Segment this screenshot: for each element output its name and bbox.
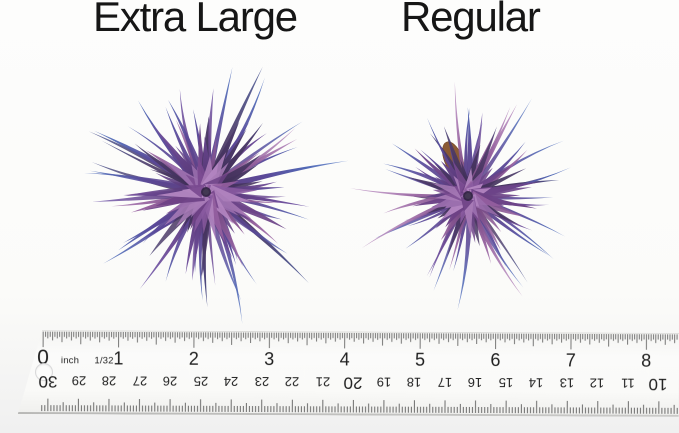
cm-number: 29 xyxy=(71,373,86,389)
cm-number: 14 xyxy=(528,375,544,391)
inch-number: 7 xyxy=(565,350,576,371)
cm-number: 27 xyxy=(132,373,147,389)
cm-number: 16 xyxy=(467,374,483,391)
inch-number: 1 xyxy=(113,348,124,369)
inch-number: 6 xyxy=(490,350,501,371)
inch-number: 3 xyxy=(264,349,275,370)
cm-number: 30 xyxy=(38,372,58,392)
regular-air-plant xyxy=(350,81,571,311)
inch-number: 8 xyxy=(641,350,652,371)
ruler-inch-scale: 0 inch 1/32 1 2 3 4 5 6 7 8 xyxy=(18,348,679,371)
cm-number: 26 xyxy=(162,373,178,389)
cm-number: 24 xyxy=(223,373,239,389)
cm-number: 20 xyxy=(343,373,363,393)
inch-unit-label: inch xyxy=(60,355,80,367)
ruler: 0 inch 1/32 1 2 3 4 5 6 7 8 30 29 28 27 … xyxy=(18,330,679,417)
inch-fraction-label: 1/32 xyxy=(94,355,114,367)
cm-number: 13 xyxy=(559,375,574,391)
cm-number: 10 xyxy=(648,374,668,394)
plant-core xyxy=(201,187,211,197)
ruler-cm-scale: 30 29 28 27 26 25 24 23 22 21 20 19 18 1… xyxy=(18,371,679,394)
inch-number: 2 xyxy=(188,348,199,369)
cm-number: 15 xyxy=(498,375,513,391)
cm-number: 28 xyxy=(101,373,117,389)
plant-core xyxy=(463,191,473,201)
label-regular: Regular xyxy=(401,0,541,40)
cm-number: 11 xyxy=(620,375,635,391)
cm-number: 17 xyxy=(437,374,452,390)
ruler-cm-ticks xyxy=(18,392,679,415)
cm-number: 22 xyxy=(284,374,300,390)
cm-number: 23 xyxy=(254,374,269,390)
cm-number: 21 xyxy=(315,374,330,390)
extra-large-air-plant xyxy=(84,66,349,325)
label-extra-large: Extra Large xyxy=(93,0,298,40)
cm-number: 18 xyxy=(406,374,422,390)
cm-number: 25 xyxy=(193,373,208,389)
ruler-inch-ticks xyxy=(18,330,679,355)
cm-number: 19 xyxy=(376,374,391,390)
cm-number: 12 xyxy=(589,375,605,391)
inch-number: 5 xyxy=(415,349,426,370)
inch-number: 4 xyxy=(339,349,350,370)
